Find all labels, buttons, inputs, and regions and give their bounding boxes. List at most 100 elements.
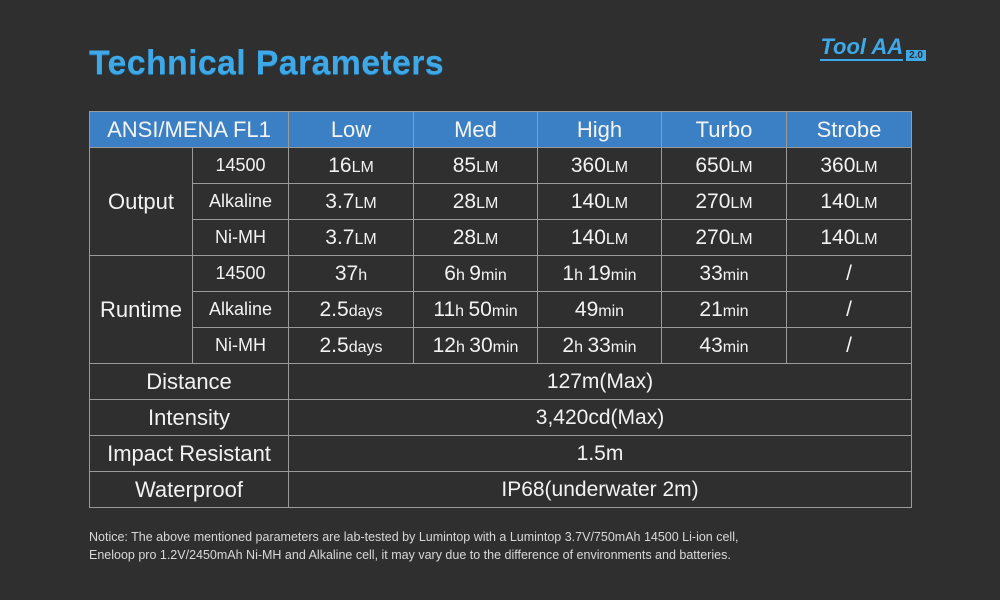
unit: min	[610, 266, 637, 284]
unit: days	[348, 338, 383, 356]
unit: LM	[730, 194, 753, 212]
number: 50	[468, 297, 492, 321]
unit: LM	[855, 230, 878, 248]
header-row: ANSI/MENA FL1 Low Med High Turbo Strobe	[89, 111, 912, 148]
mode-header: Strobe	[786, 111, 912, 148]
unit: LM	[855, 194, 878, 212]
value-cell: 11h 50min	[413, 291, 538, 328]
spec-label: Distance	[89, 363, 289, 400]
notice: Notice: The above mentioned parameters a…	[89, 528, 738, 564]
number: 33	[699, 261, 723, 285]
unit: LM	[605, 230, 629, 248]
mode-header: Low	[288, 111, 414, 148]
spec-label: Waterproof	[89, 471, 289, 508]
unit: LM	[476, 230, 499, 248]
number: 19	[587, 261, 611, 285]
unit: LM	[351, 158, 374, 176]
spec-row: Waterproof IP68(underwater 2m)	[89, 471, 912, 508]
spec-row: Impact Resistant 1.5m	[89, 435, 912, 472]
value-cell: 37h	[288, 255, 414, 292]
value-cell: 49min	[537, 291, 662, 328]
number: 140	[820, 225, 856, 249]
unit: LM	[476, 194, 499, 212]
unit: h	[455, 302, 469, 320]
spec-value: 127m(Max)	[288, 363, 912, 400]
corner-header: ANSI/MENA FL1	[89, 111, 289, 148]
unit: LM	[855, 158, 878, 176]
unit: min	[722, 338, 749, 356]
spec-value: IP68(underwater 2m)	[288, 471, 912, 508]
unit: h	[574, 338, 588, 356]
spec-table: ANSI/MENA FL1 Low Med High Turbo Strobe Output…	[89, 111, 912, 508]
number: 140	[570, 189, 606, 213]
unit: min	[598, 302, 625, 320]
number: 85	[452, 153, 477, 177]
number: 6	[444, 261, 456, 285]
value-cell: 1h 19min	[537, 255, 662, 292]
number: 33	[587, 333, 611, 357]
number: 30	[469, 333, 493, 357]
spec-row: Intensity 3,420cd(Max)	[89, 399, 912, 436]
unit: min	[610, 338, 637, 356]
number: 360	[570, 153, 606, 177]
number: 3.7	[325, 189, 355, 213]
value-cell: 650LM	[661, 147, 787, 184]
value-cell: /	[786, 327, 912, 364]
number: 9	[469, 261, 481, 285]
value-cell: 28LM	[413, 219, 538, 256]
unit: LM	[730, 230, 753, 248]
data-row: Ni-MH 3.7LM 28LM 140LM 270LM 140LM	[90, 219, 912, 256]
number: 360	[820, 153, 856, 177]
value-cell: 6h 9min	[413, 255, 538, 292]
unit: min	[480, 266, 507, 284]
number: 2.5	[319, 297, 349, 321]
spec-row: Distance 127m(Max)	[89, 363, 912, 400]
data-row: Ni-MH 2.5days 12h 30min 2h 33min 43min /	[90, 327, 912, 364]
notice-line: Eneloop pro 1.2V/2450mAh Ni-MH and Alkal…	[89, 548, 731, 562]
sub-label: Alkaline	[192, 291, 289, 328]
value-cell: 360LM	[786, 147, 912, 184]
unit: min	[491, 302, 518, 320]
value-cell: 43min	[661, 327, 787, 364]
number: 16	[328, 153, 352, 177]
value-cell: 2h 33min	[537, 327, 662, 364]
number: 49	[574, 297, 599, 321]
brand-name: Tool AA	[820, 34, 904, 61]
unit: LM	[354, 194, 377, 212]
data-row: Alkaline 2.5days 11h 50min 49min 21min /	[90, 291, 912, 328]
unit: h	[455, 266, 470, 284]
unit: LM	[476, 158, 499, 176]
number: 1	[562, 261, 575, 285]
number: 3.7	[325, 225, 355, 249]
unit: LM	[730, 158, 753, 176]
notice-line: Notice: The above mentioned parameters a…	[89, 530, 739, 544]
data-row: Alkaline 3.7LM 28LM 140LM 270LM 140LM	[90, 183, 912, 220]
number: 12	[432, 333, 456, 357]
unit: LM	[605, 158, 629, 176]
page-title: Technical Parameters	[89, 44, 444, 82]
spec-label: Impact Resistant	[89, 435, 289, 472]
brand: Tool AA 2.0	[820, 34, 926, 61]
number: 28	[452, 189, 477, 213]
value-cell: 16LM	[288, 147, 414, 184]
value-cell: 28LM	[413, 183, 538, 220]
value-cell: 33min	[661, 255, 787, 292]
spec-value: 3,420cd(Max)	[288, 399, 912, 436]
number: 37	[334, 261, 359, 285]
value-cell: 270LM	[661, 183, 787, 220]
value-cell: /	[786, 255, 912, 292]
unit: LM	[605, 194, 629, 212]
sub-label: Alkaline	[192, 183, 289, 220]
number: /	[846, 261, 852, 285]
mode-header: High	[537, 111, 662, 148]
value-cell: 3.7LM	[288, 183, 414, 220]
value-cell: 270LM	[661, 219, 787, 256]
number: /	[846, 333, 852, 357]
spec-label: Intensity	[89, 399, 289, 436]
value-cell: 85LM	[413, 147, 538, 184]
value-cell: 140LM	[537, 183, 662, 220]
number: /	[846, 297, 852, 321]
value-cell: 2.5days	[288, 291, 414, 328]
number: 140	[820, 189, 856, 213]
